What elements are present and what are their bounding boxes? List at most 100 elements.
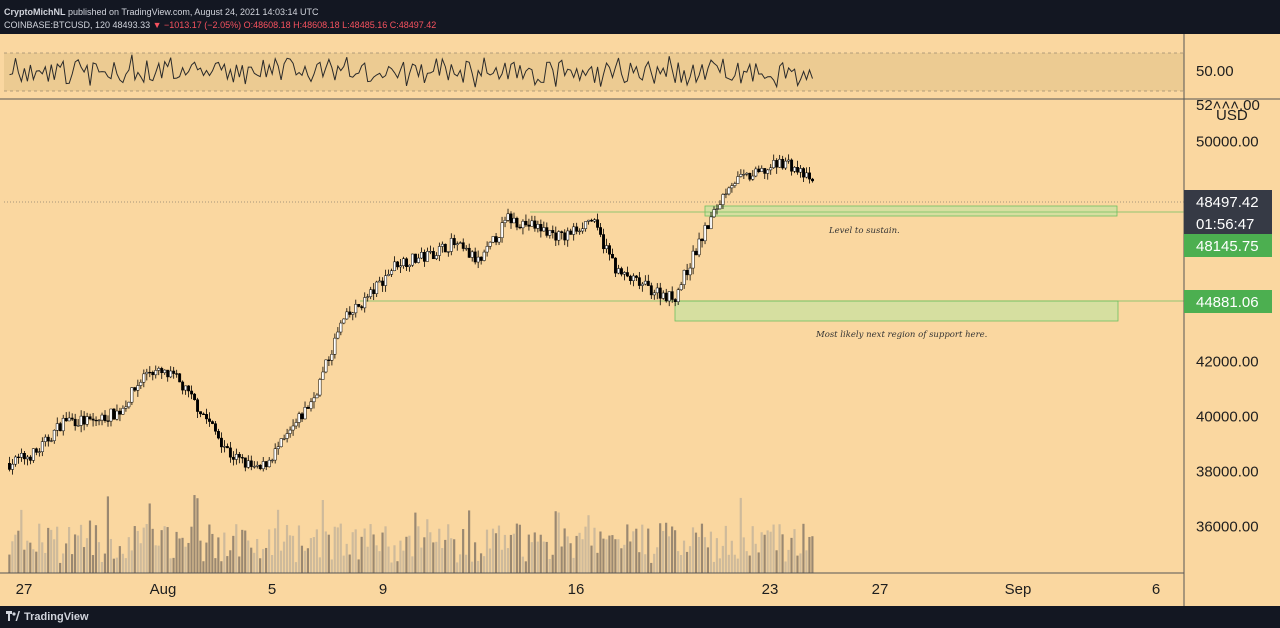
volume-bar xyxy=(650,562,653,573)
candle-body xyxy=(464,247,468,250)
volume-bar xyxy=(208,524,211,573)
candle-body xyxy=(793,167,797,172)
volume-bar xyxy=(539,534,542,573)
candle-body xyxy=(587,219,591,222)
volume-bar xyxy=(139,543,142,573)
volume-bar xyxy=(324,531,327,573)
volume-bar xyxy=(611,535,614,573)
volume-bar xyxy=(521,556,524,573)
candle-body xyxy=(434,255,438,260)
candle-body xyxy=(491,236,495,243)
candle-body xyxy=(390,270,394,275)
candle-body xyxy=(802,168,805,178)
volume-bar xyxy=(736,558,739,573)
candle-body xyxy=(246,460,250,468)
candle-body xyxy=(503,220,507,223)
candle-body xyxy=(393,261,397,271)
volume-bar xyxy=(148,503,151,573)
candle-body xyxy=(261,461,265,470)
candle-body xyxy=(736,176,740,184)
candle-body xyxy=(175,373,179,375)
candle-body xyxy=(127,401,131,408)
candle-body xyxy=(73,418,77,427)
volume-bar xyxy=(757,552,760,573)
volume-bar xyxy=(270,555,274,573)
candle-body xyxy=(169,370,173,378)
volume-bar xyxy=(85,538,89,573)
rsi-band xyxy=(4,53,1184,91)
candle-body xyxy=(617,268,620,274)
volume-bar xyxy=(187,542,190,573)
volume-bar xyxy=(351,532,354,573)
candle-body xyxy=(327,359,331,361)
volume-bar xyxy=(653,553,656,573)
candle-body xyxy=(82,415,86,425)
volume-bar xyxy=(671,526,674,573)
candle-body xyxy=(745,172,749,175)
volume-bar xyxy=(223,532,226,573)
volume-bar xyxy=(465,554,468,573)
symbol-line: COINBASE:BTCUSD, 120 48493.33 ▼ −1013.17… xyxy=(4,20,436,30)
candle-body xyxy=(342,318,346,324)
candle-body xyxy=(100,414,104,421)
candle-body xyxy=(799,168,803,173)
candle-body xyxy=(37,451,41,453)
volume-bar xyxy=(342,555,345,573)
candle-body xyxy=(449,238,453,252)
volume-bar xyxy=(793,529,796,573)
footer: TradingView xyxy=(0,606,1280,628)
candle-body xyxy=(40,441,44,452)
volume-bar xyxy=(459,554,462,573)
price-chart[interactable]: 50.00 52˄˄˄.00 Level to sustain. Most li… xyxy=(0,34,1280,606)
candle-body xyxy=(721,194,725,205)
candle-body xyxy=(228,447,232,458)
volume-bar xyxy=(294,562,298,573)
level-2-tag-text: 44881.06 xyxy=(1196,294,1259,311)
volume-bar xyxy=(644,554,647,573)
last-price-label: 48493.33 xyxy=(112,20,151,30)
candle-body xyxy=(354,304,358,314)
candle-body xyxy=(11,463,14,470)
candle-body xyxy=(775,160,779,168)
volume-bar xyxy=(330,559,333,573)
volume-bar xyxy=(151,528,154,573)
volume-bar xyxy=(593,527,596,573)
volume-bar xyxy=(453,539,456,573)
volume-bar xyxy=(387,546,390,573)
volume-bar xyxy=(70,554,74,573)
candle-body xyxy=(151,371,155,376)
volume-bar xyxy=(44,552,47,573)
volume-bar xyxy=(456,562,459,573)
publisher-name[interactable]: CryptoMichNL xyxy=(4,7,66,17)
candle-body xyxy=(222,446,226,448)
candle-body xyxy=(309,401,313,409)
volume-bar xyxy=(26,540,29,573)
volume-bar xyxy=(417,526,420,573)
volume-bar xyxy=(229,550,232,573)
volume-bar xyxy=(172,557,175,573)
candle-body xyxy=(754,168,758,177)
volume-bar xyxy=(103,553,107,573)
volume-bar xyxy=(202,561,205,573)
volume-bar xyxy=(414,512,417,573)
candle-body xyxy=(417,257,420,263)
candle-body xyxy=(414,253,417,263)
volume-bar xyxy=(688,546,692,573)
volume-bar xyxy=(333,526,336,573)
volume-bar xyxy=(485,529,489,573)
candle-body xyxy=(190,390,194,395)
candle-body xyxy=(694,250,698,256)
candle-body xyxy=(697,238,701,256)
volume-bar xyxy=(339,523,342,573)
x-tick-label: Sep xyxy=(1005,581,1032,598)
volume-bar xyxy=(303,550,307,573)
candle-body xyxy=(575,226,579,232)
y-tick-label: 36000.00 xyxy=(1196,519,1259,536)
volume-bar xyxy=(184,546,187,573)
volume-bar xyxy=(787,549,790,573)
volume-bar xyxy=(369,524,372,573)
candle-body xyxy=(470,251,474,258)
tradingview-brand[interactable]: TradingView xyxy=(24,611,89,623)
volume-bar xyxy=(312,537,315,573)
candle-body xyxy=(166,369,170,378)
